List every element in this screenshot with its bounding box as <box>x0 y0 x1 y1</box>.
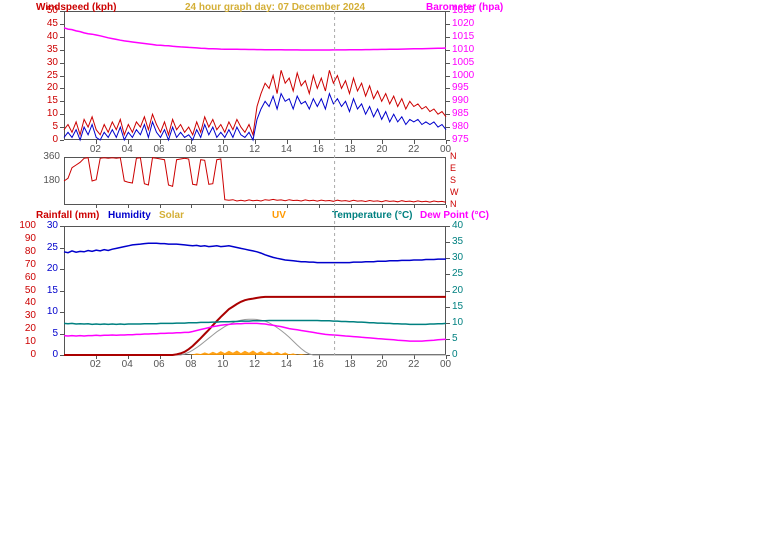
chart-24h-weather: 24 hour graph day: 07 December 2024Winds… <box>0 0 761 543</box>
